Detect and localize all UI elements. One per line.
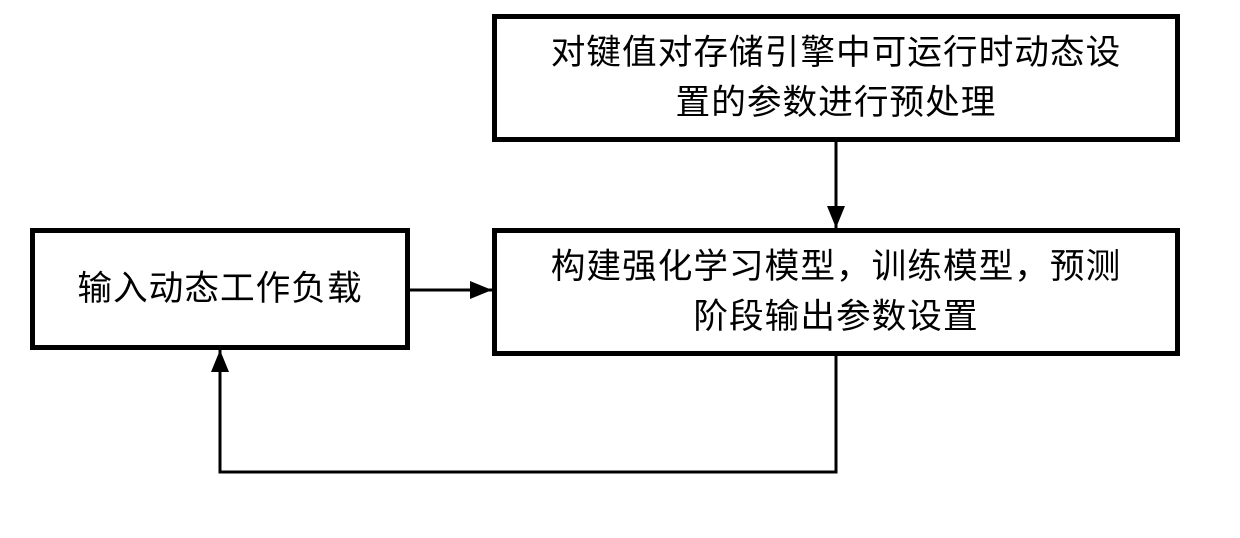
- arrowhead-icon: [470, 281, 492, 299]
- flowchart-node-left-line: 输入动态工作负载: [77, 264, 362, 314]
- flowchart-node-right: 构建强化学习模型，训练模型，预测阶段输出参数设置: [492, 228, 1180, 356]
- arrowhead-icon: [827, 206, 845, 228]
- flowchart-node-right-line: 构建强化学习模型，训练模型，预测: [551, 242, 1122, 292]
- flowchart-node-top: 对键值对存储引擎中可运行时动态设置的参数进行预处理: [492, 14, 1180, 142]
- flowchart-node-left: 输入动态工作负载: [30, 228, 410, 350]
- flowchart-node-top-line: 对键值对存储引擎中可运行时动态设: [551, 28, 1122, 78]
- flowchart-edge: [220, 350, 836, 472]
- flowchart-node-top-line: 置的参数进行预处理: [551, 78, 1122, 128]
- flowchart-node-right-line: 阶段输出参数设置: [551, 292, 1122, 342]
- arrowhead-icon: [211, 350, 229, 372]
